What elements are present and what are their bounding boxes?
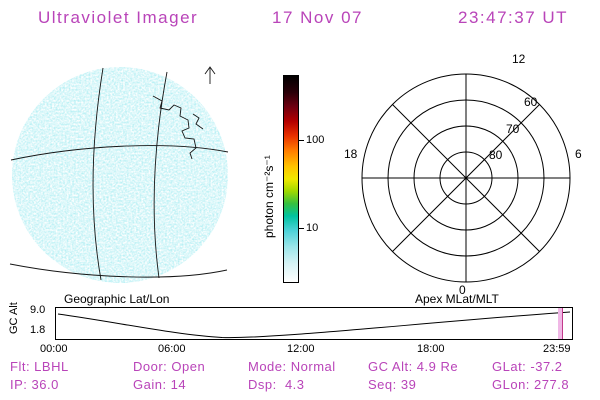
coastline-overlay bbox=[152, 95, 197, 160]
geographic-grid-overlay bbox=[9, 66, 229, 281]
header-date: 17 Nov 07 bbox=[272, 8, 363, 27]
status-ip: IP: 36.0 bbox=[10, 377, 59, 392]
colorbar bbox=[283, 75, 299, 283]
strip-title-left: Geographic Lat/Lon bbox=[64, 292, 170, 306]
status-gcalt: GC Alt: 4.9 Re bbox=[368, 359, 459, 374]
orbit-altitude-curve bbox=[57, 308, 571, 339]
strip-ymin: 1.8 bbox=[30, 324, 46, 336]
status-gain: Gain: 14 bbox=[133, 377, 187, 392]
mlat-label-60: 60 bbox=[524, 95, 538, 109]
strip-y-axis-label: GC Alt bbox=[8, 302, 20, 334]
strip-ymax: 9.0 bbox=[30, 304, 46, 316]
direction-arrow-icon bbox=[204, 66, 216, 84]
xtick-2359: 23:59 bbox=[543, 343, 571, 355]
colorbar-tick-mark bbox=[299, 228, 304, 229]
mlat-label-70: 70 bbox=[506, 122, 520, 136]
xtick-0000: 00:00 bbox=[40, 343, 68, 355]
colorbar-tick-10: 10 bbox=[306, 222, 319, 234]
uv-emission-disk bbox=[12, 67, 228, 283]
status-mode: Mode: Normal bbox=[248, 359, 336, 374]
uv-disk-image bbox=[9, 66, 229, 283]
colorbar-tick-100: 100 bbox=[306, 134, 325, 146]
app-title: Ultraviolet Imager bbox=[38, 8, 199, 27]
status-seq: Seq: 39 bbox=[368, 377, 417, 392]
orbit-altitude-strip bbox=[55, 307, 573, 340]
mlt-label-0: 0 bbox=[459, 283, 466, 297]
status-flt: Flt: LBHL bbox=[10, 359, 69, 374]
xtick-1800: 18:00 bbox=[417, 343, 445, 355]
mlat-label-80: 80 bbox=[489, 148, 503, 162]
mlt-label-6: 6 bbox=[575, 147, 582, 161]
colorbar-tick-mark bbox=[299, 140, 304, 141]
status-dsp: Dsp: 4.3 bbox=[248, 377, 305, 392]
status-door: Door: Open bbox=[133, 359, 206, 374]
mlt-label-18: 18 bbox=[344, 147, 358, 161]
xtick-1200: 12:00 bbox=[287, 343, 315, 355]
polar-mlat-mlt-grid bbox=[361, 73, 571, 283]
colorbar-label: photon cm⁻²s⁻¹ bbox=[262, 155, 276, 238]
status-glon: GLon: 277.8 bbox=[492, 377, 570, 392]
header-time: 23:47:37 UT bbox=[458, 8, 569, 27]
xtick-0600: 06:00 bbox=[158, 343, 186, 355]
status-glat: GLat: -37.2 bbox=[492, 359, 563, 374]
strip-title-right: Apex MLat/MLT bbox=[415, 292, 499, 306]
mlt-label-12: 12 bbox=[512, 52, 526, 66]
